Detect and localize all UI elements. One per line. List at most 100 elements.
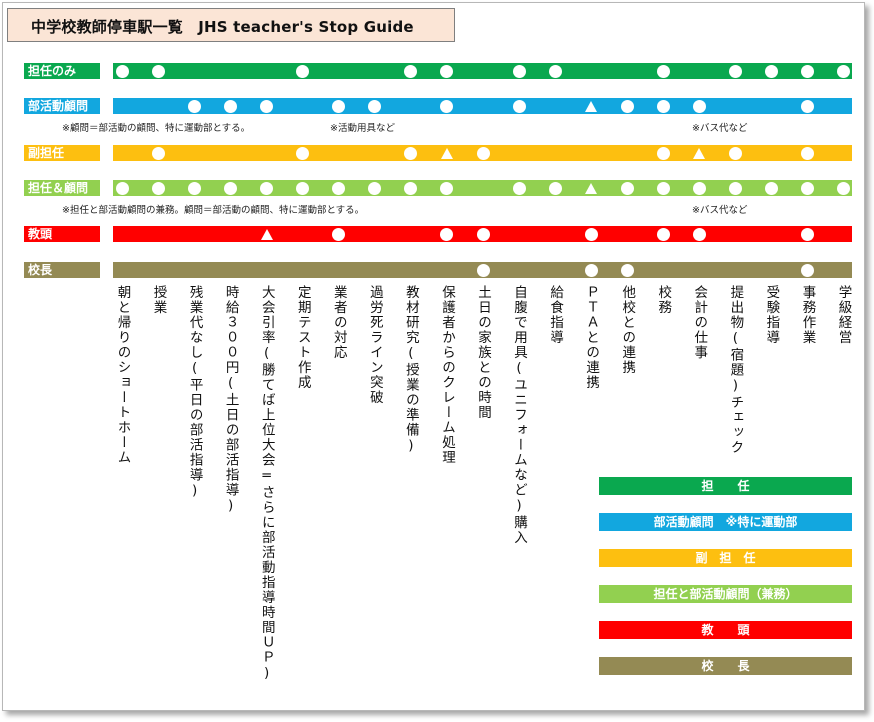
station-label: 過労死ライン突破	[366, 285, 383, 405]
line-label-3: 副担任	[24, 145, 100, 161]
stop-circle	[692, 181, 706, 195]
stop-circle	[260, 181, 274, 195]
stop-circle	[692, 227, 706, 241]
stop-circle	[656, 99, 670, 113]
stop-circle	[837, 64, 850, 78]
stop-circle	[800, 181, 814, 195]
stop-circle	[764, 64, 778, 78]
stop-triangle	[585, 182, 598, 194]
legend-item: 部活動顧問 ※特に運動部	[599, 513, 852, 531]
stop-circle	[332, 99, 346, 113]
legend-item: 担任と部活動顧問（兼務）	[599, 585, 852, 603]
station-label: 授業	[150, 285, 167, 315]
page-title: 中学校教師停車駅一覧 JHS teacher's Stop Guide	[31, 18, 414, 36]
stop-circle	[368, 99, 382, 113]
stop-circle	[584, 227, 598, 241]
stop-circle	[332, 227, 346, 241]
stop-circle	[332, 181, 346, 195]
stop-circle	[404, 181, 418, 195]
note-blue-left: ※顧問＝部活動の顧問、特に運動部とする。	[62, 123, 251, 134]
legend-item: 担 任	[599, 477, 852, 495]
stop-circle	[476, 227, 490, 241]
station-label: 給食指導	[547, 285, 564, 345]
stop-triangle	[693, 147, 706, 159]
legend-item: 校 長	[599, 657, 852, 675]
line-label-4: 担任＆顧問	[24, 180, 100, 196]
note-lightgreen-left: ※担任と部活動顧問の兼務。顧問＝部活動の顧問、特に運動部とする。	[62, 205, 365, 216]
stop-circle	[296, 64, 310, 78]
stop-circle	[800, 263, 814, 277]
stop-circle	[728, 181, 742, 195]
stop-circle	[800, 146, 814, 160]
stop-circle	[512, 181, 526, 195]
stop-circle	[692, 99, 706, 113]
station-label: 定期テスト作成	[294, 285, 311, 390]
stop-circle	[584, 263, 598, 277]
station-label: 保護者からのクレーム処理	[438, 285, 455, 465]
stop-circle	[476, 263, 490, 277]
stop-circle	[476, 146, 490, 160]
stop-circle	[512, 99, 526, 113]
title-box: 中学校教師停車駅一覧 JHS teacher's Stop Guide	[7, 8, 455, 42]
stop-circle	[116, 64, 129, 78]
station-label: 時給３００円(土日の部活指導)	[222, 285, 239, 515]
stop-circle	[512, 64, 526, 78]
stop-circle	[440, 64, 454, 78]
station-label: 校務	[655, 285, 672, 315]
station-label: 教材研究(授業の準備)	[402, 285, 419, 455]
stop-circle	[296, 146, 310, 160]
legend-item: 教 頭	[599, 621, 852, 639]
stop-circle	[404, 64, 418, 78]
line-label-2: 部活動顧問	[24, 98, 100, 114]
stop-triangle	[260, 228, 273, 240]
stop-circle	[800, 64, 814, 78]
stop-circle	[440, 99, 454, 113]
station-label: 事務作業	[799, 285, 816, 345]
stop-triangle	[585, 100, 598, 112]
station-label: 朝と帰りのショートホーム	[114, 285, 131, 465]
stop-circle	[296, 181, 310, 195]
stop-circle	[152, 181, 166, 195]
station-label: 土日の家族との時間	[475, 285, 491, 420]
stop-circle	[620, 99, 634, 113]
stop-circle	[224, 181, 238, 195]
legend-item: 副 担 任	[599, 549, 852, 567]
stop-circle	[800, 227, 814, 241]
station-label: 大会引率(勝てば上位大会=さらに部活動指導時間ＵＰ)	[258, 285, 275, 683]
stop-circle	[728, 64, 742, 78]
stop-circle	[152, 64, 166, 78]
stop-circle	[260, 99, 274, 113]
stop-circle	[656, 227, 670, 241]
station-label: 他校との連携	[619, 285, 636, 375]
station-label: 学級経営	[835, 285, 852, 345]
stop-circle	[656, 146, 670, 160]
stop-circle	[224, 99, 238, 113]
station-label: 会計の仕事	[691, 285, 708, 360]
stop-circle	[548, 64, 562, 78]
stop-circle	[116, 181, 129, 195]
line-label-6: 校長	[24, 262, 100, 278]
stop-circle	[548, 181, 562, 195]
station-label: 受験指導	[763, 285, 780, 345]
station-label: 残業代なし(平日の部活指導)	[186, 285, 203, 500]
station-label: 自腹で用具(ユニフォームなど)購入	[511, 285, 528, 545]
stop-circle	[188, 99, 202, 113]
note-blue-right: ※バス代など	[692, 123, 748, 134]
stop-circle	[620, 181, 634, 195]
stop-circle	[440, 227, 454, 241]
line-label-5: 教頭	[24, 226, 100, 242]
stop-circle	[368, 181, 382, 195]
stop-circle	[188, 181, 202, 195]
station-label: 提出物(宿題)チェック	[727, 285, 744, 455]
stop-circle	[152, 146, 166, 160]
station-label: 業者の対応	[330, 285, 347, 360]
stop-circle	[837, 181, 850, 195]
stop-circle	[656, 64, 670, 78]
stop-circle	[800, 99, 814, 113]
note-blue-mid: ※活動用具など	[330, 123, 395, 134]
stop-circle	[620, 263, 634, 277]
line-label-1: 担任のみ	[24, 63, 100, 79]
station-label: ＰＴＡとの連携	[583, 285, 600, 390]
stop-circle	[404, 146, 418, 160]
